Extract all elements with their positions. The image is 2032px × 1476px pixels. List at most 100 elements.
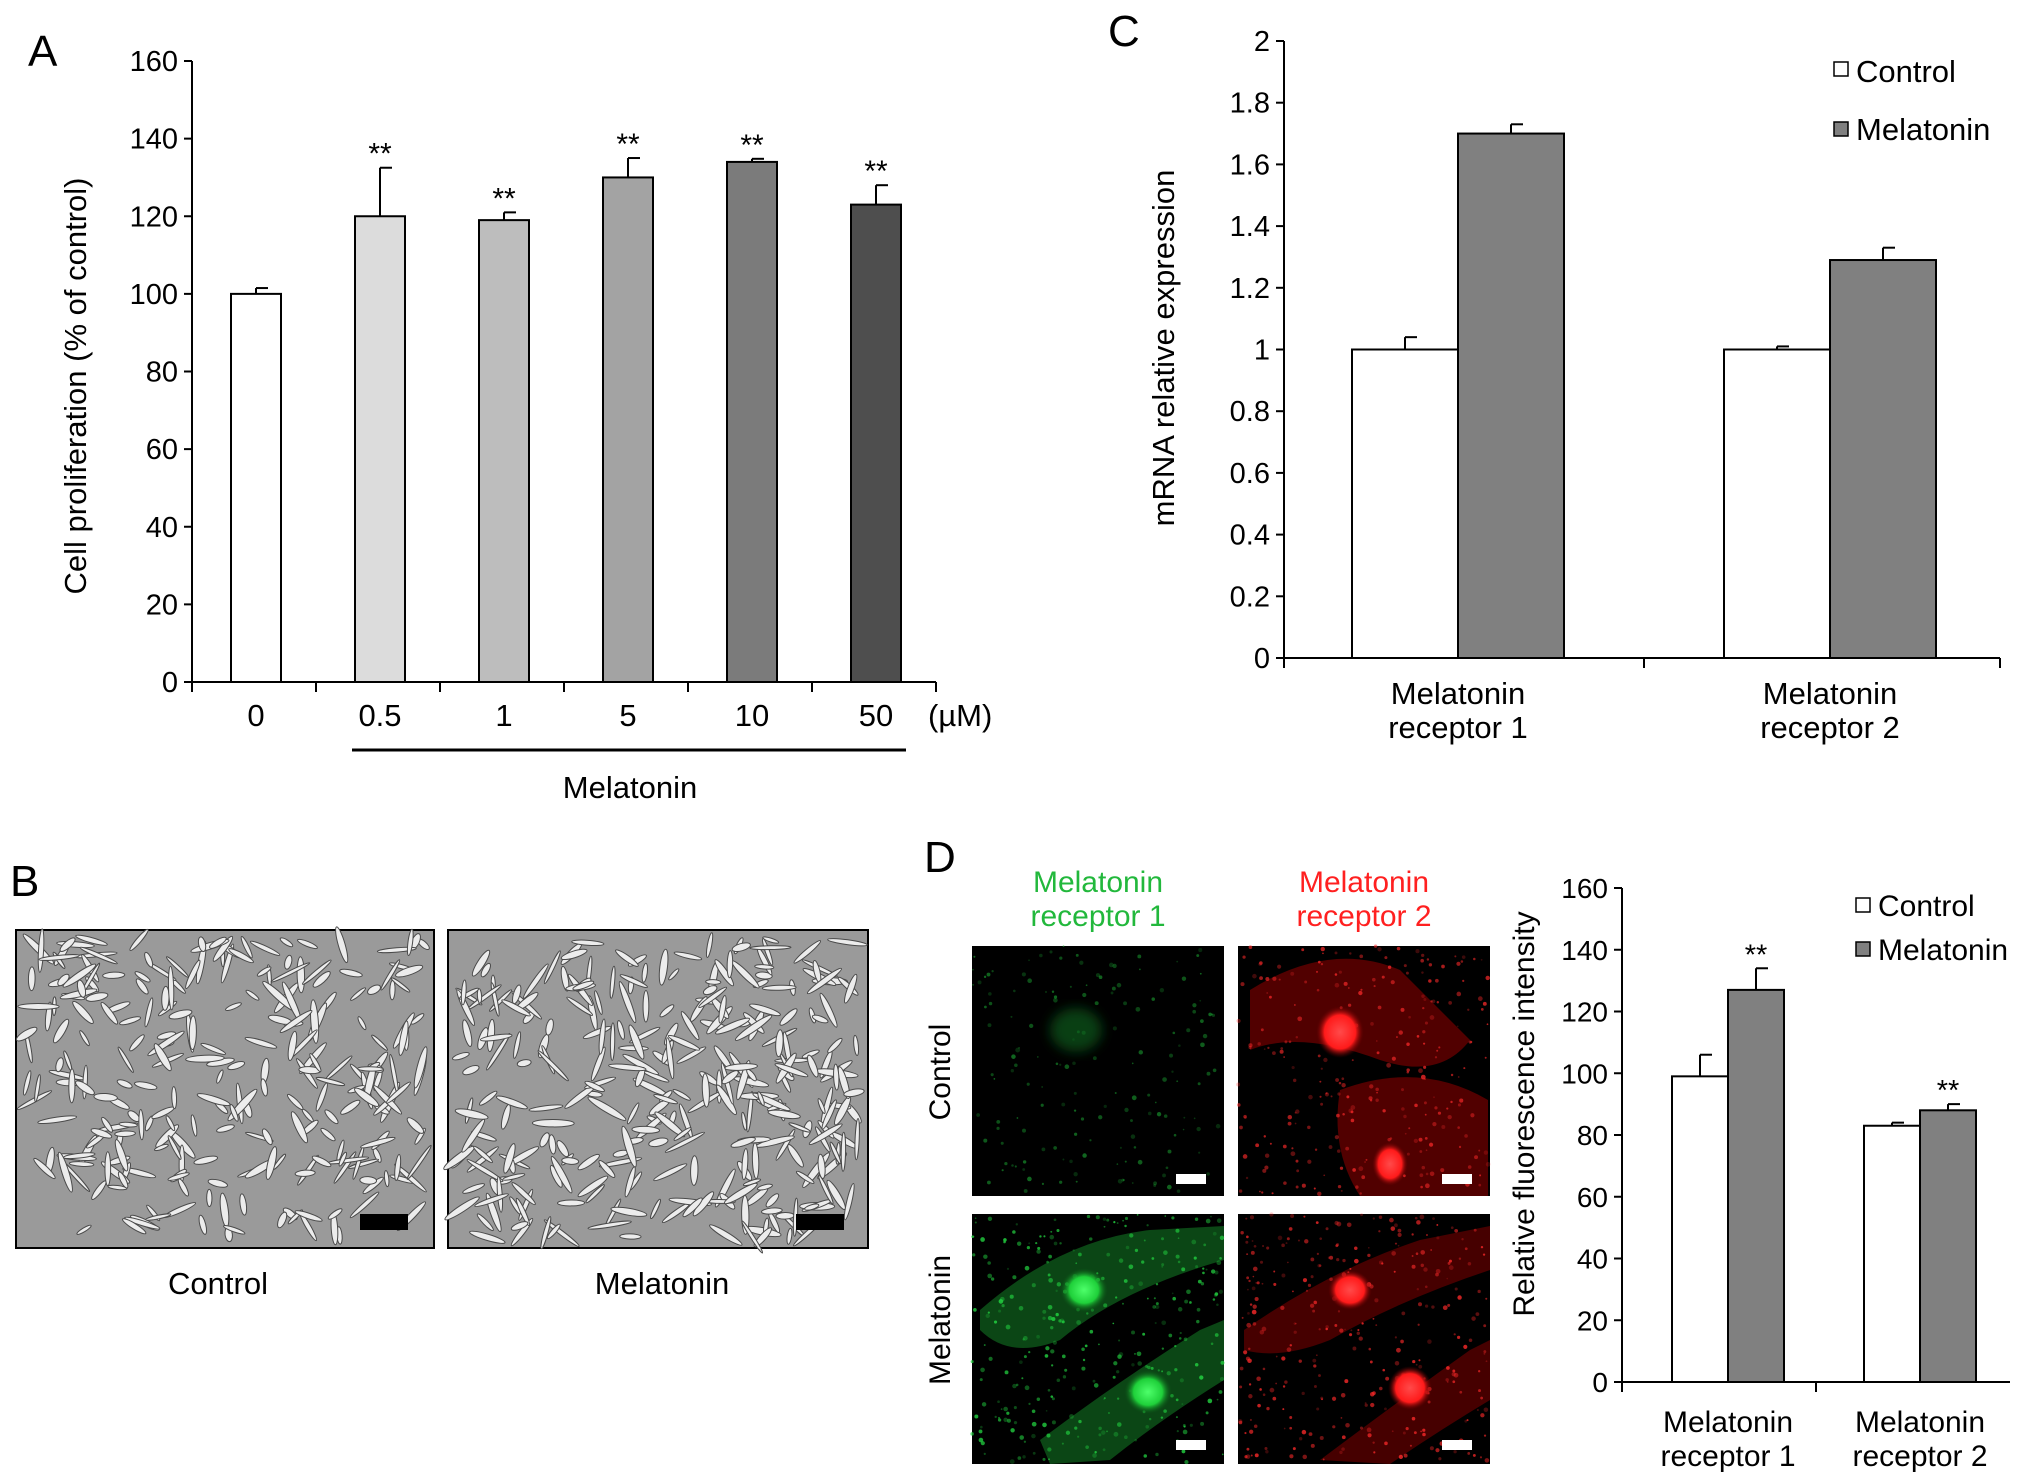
fluorescence-speck [1000,1408,1003,1410]
micrograph-cell [556,1140,570,1158]
fluorescence-speck [1419,1214,1425,1220]
fluorescence-speck [1355,1185,1359,1189]
fluorescence-speck [1460,960,1464,963]
fluorescence-speck [1468,1338,1473,1342]
fluorescence-speck [1176,1080,1179,1083]
micrograph-cell [197,936,207,953]
micrograph-cell [320,1127,336,1142]
d-row-label-melatonin: Melatonin [924,1255,957,1385]
micrograph-cell [349,1191,380,1219]
micrograph-cell [290,1111,308,1144]
fluorescence-speck [1124,1216,1129,1221]
fluorescence-speck [1161,1370,1164,1373]
fluorescence-speck [981,1402,987,1407]
fluorescence-speck [1479,1456,1483,1459]
fluorescence-speck [1254,1297,1259,1302]
fluorescence-speck [1319,1080,1322,1083]
fluorescence-speck [1255,1282,1257,1284]
fluorescence-speck [1403,1114,1407,1119]
d-image-control-receptor2-cell-body-1 [1250,958,1470,1067]
micrograph-cell [617,1020,625,1040]
micrograph-cell [705,932,714,958]
fluorescence-speck [1265,1450,1269,1454]
fluorescence-speck [1453,1333,1456,1336]
fluorescence-speck [1112,1026,1117,1031]
micrograph-cell [376,946,417,954]
micrograph-cell [619,974,648,988]
fluorescence-speck [1153,1297,1156,1300]
fluorescence-speck [1116,1422,1122,1427]
micrograph-cell [129,1034,145,1052]
micrograph-cell [566,996,594,1016]
fluorescence-speck [1026,1082,1030,1086]
d-image-melatonin-receptor2-nucleus-1 [1328,1270,1372,1310]
fluorescence-speck [984,1005,987,1009]
fluorescence-speck [1162,1173,1166,1178]
fluorescence-speck [1042,1316,1046,1320]
fluorescence-speck [1320,1067,1323,1070]
fluorescence-speck [1298,1239,1300,1242]
micrograph-cell [124,1216,161,1230]
fluorescence-speck [1422,1428,1426,1432]
micrograph-cell [598,1160,616,1178]
fluorescence-speck [983,975,987,979]
fluorescence-speck [1320,1396,1324,1400]
fluorescence-speck [1429,1171,1435,1177]
panel-a-group-label: Melatonin [563,770,697,805]
fluorescence-speck [1040,1103,1044,1107]
fluorescence-speck [1198,1151,1201,1154]
fluorescence-speck [1179,1378,1184,1383]
micrograph-cell [476,988,483,1004]
fluorescence-speck [1152,1305,1157,1309]
fluorescence-speck [1219,1376,1224,1381]
fluorescence-speck [1044,990,1048,994]
fluorescence-speck [1055,1062,1059,1066]
fluorescence-speck [1012,1275,1017,1280]
micrograph-cell [171,1086,178,1110]
fluorescence-speck [1062,1158,1065,1161]
fluorescence-speck [1251,1240,1254,1242]
fluorescence-speck [1059,1180,1063,1184]
fluorescence-speck [1350,1110,1354,1114]
fluorescence-speck [1072,1249,1075,1252]
micrograph-cell [57,1151,73,1193]
fluorescence-speck [1310,1275,1314,1279]
fluorescence-speck [1453,1450,1457,1454]
fluorescence-speck [1259,1330,1265,1335]
fluorescence-speck [1051,1397,1055,1401]
fluorescence-speck [1292,1290,1294,1293]
fluorescence-speck [1123,1279,1128,1283]
fluorescence-speck [1101,1430,1106,1435]
fluorescence-speck [1196,954,1200,958]
fluorescence-speck [1310,1257,1315,1262]
micrograph-cell [761,984,797,991]
micrograph-cell [104,1151,112,1187]
d-image-melatonin-receptor1-nucleus-2 [1124,1370,1172,1414]
fluorescence-speck [1198,948,1203,953]
fluorescence-speck [1237,1419,1243,1424]
fluorescence-speck [1259,976,1263,981]
fluorescence-speck [974,1221,977,1224]
micrograph-cell [145,1213,172,1221]
fluorescence-speck [1381,975,1385,979]
fluorescence-speck [1316,1407,1320,1411]
fluorescence-speck [1325,1092,1328,1095]
micrograph-cell [741,1111,747,1131]
fluorescence-speck [991,970,994,973]
panel-b-micrographs: Control Melatonin [15,926,869,1301]
fluorescence-speck [1098,1115,1103,1120]
fluorescence-speck [987,1261,991,1265]
panel-d-bar-melatonin-1 [1727,988,1785,1383]
fluorescence-speck [1161,1320,1167,1326]
fluorescence-speck [1237,1103,1241,1107]
micrograph-cell [571,939,605,947]
fluorescence-speck [1436,1224,1439,1226]
micrograph-cell [653,1163,688,1182]
micrograph-cell [59,937,76,952]
fluorescence-speck [1249,1429,1254,1434]
fluorescence-speck [1245,1356,1251,1361]
fluorescence-speck [1336,1113,1340,1118]
fluorescence-speck [1250,1250,1255,1255]
fluorescence-speck [1094,1451,1097,1454]
fluorescence-speck [1447,1261,1451,1265]
